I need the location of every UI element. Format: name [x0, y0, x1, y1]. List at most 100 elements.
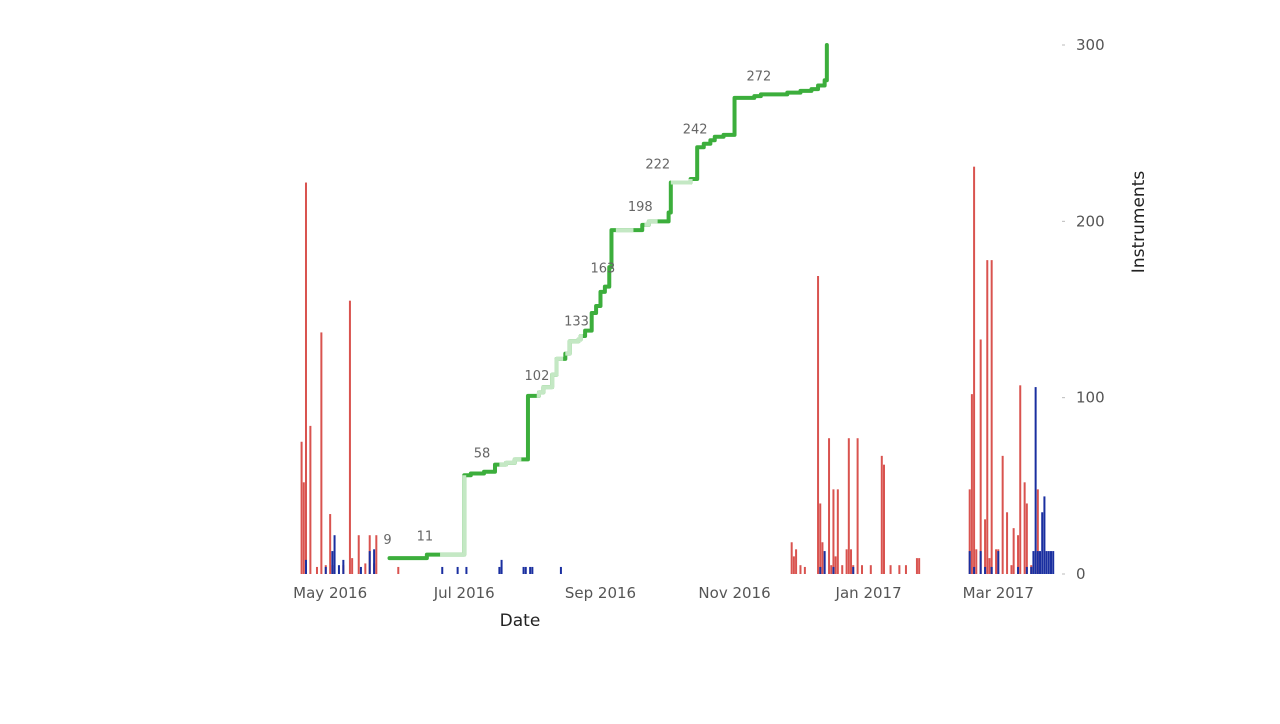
line-highlight-segment [440, 475, 467, 557]
red-bar [836, 489, 839, 574]
blue-bar [368, 551, 371, 574]
blue-bar [990, 566, 993, 574]
y-axis: 0 100 200 300 [1062, 36, 1105, 583]
red-bar [861, 565, 864, 574]
blue-bar [979, 551, 982, 574]
red-bar [329, 514, 332, 574]
blue-bar [465, 566, 468, 574]
red-bar [830, 565, 833, 574]
blue-bar [1025, 566, 1028, 574]
red-bar [847, 438, 850, 574]
red-bar [309, 425, 312, 574]
line-highlight-segment [499, 457, 522, 467]
x-tick-label: Nov 2016 [698, 584, 770, 602]
red-bar [995, 549, 998, 574]
red-bar [882, 464, 885, 574]
red-bar [348, 300, 351, 574]
blue-bar [524, 566, 527, 574]
blue-bar [1050, 551, 1053, 574]
red-bar [819, 503, 822, 574]
red-bar [898, 565, 901, 574]
blue-bar [1045, 551, 1048, 574]
blue-bar [441, 566, 444, 574]
red-bar [1010, 565, 1013, 574]
line-highlight-segment [670, 179, 693, 185]
x-tick-label: Mar 2017 [963, 584, 1034, 602]
red-bar [375, 535, 378, 574]
y-tick-label: 200 [1076, 212, 1105, 230]
red-bar [828, 438, 831, 574]
data-label: 242 [683, 122, 708, 137]
line-highlight-segment [644, 219, 658, 227]
red-bar [845, 549, 848, 574]
blue-bar [852, 566, 855, 574]
red-bar [904, 565, 907, 574]
red-bar [300, 441, 303, 574]
blue-bar [456, 566, 459, 574]
data-label: 272 [746, 69, 771, 84]
cumulative-step-line [387, 43, 829, 561]
red-bar [817, 276, 820, 574]
blue-bar [359, 566, 362, 574]
red-bar [315, 566, 318, 574]
x-tick-label: Jul 2016 [433, 584, 495, 602]
blue-bar [1047, 551, 1050, 574]
blue-bar [973, 566, 976, 574]
blue-bar [1052, 551, 1055, 574]
blue-bar [1017, 566, 1020, 574]
blue-bar [1030, 566, 1033, 574]
red-bar [1019, 385, 1022, 574]
x-axis-title: Date [500, 611, 541, 631]
red-bar [984, 519, 987, 574]
blue-bar [997, 551, 1000, 574]
red-bar [803, 566, 806, 574]
red-bar [821, 542, 824, 574]
data-label: 163 [590, 262, 615, 277]
data-label: 11 [417, 530, 434, 545]
blue-bar [832, 566, 835, 574]
data-labels: 9 11 58 102 133 163 198 222 242 272 [383, 69, 771, 548]
red-bar [970, 394, 973, 574]
x-tick-label: May 2016 [293, 584, 367, 602]
blue-bar [559, 566, 562, 574]
red-bar [397, 566, 400, 574]
red-bar [988, 558, 991, 574]
y-axis-title: Instruments [1129, 171, 1149, 274]
red-bar [357, 535, 360, 574]
red-bar [915, 558, 918, 574]
red-bar [1025, 503, 1028, 574]
red-bar [856, 438, 859, 574]
red-bar [834, 556, 837, 574]
red-bar [986, 260, 989, 574]
red-bar [1023, 482, 1026, 574]
red-bar [975, 549, 978, 574]
blue-bar [968, 551, 971, 574]
x-axis: May 2016 Jul 2016 Sep 2016 Nov 2016 Jan 2017… [293, 584, 1034, 602]
red-bar [973, 166, 976, 575]
data-label: 102 [525, 369, 550, 384]
red-bar [1001, 455, 1004, 574]
red-bar [880, 455, 883, 574]
blue-bar [819, 566, 822, 574]
blue-bar [529, 566, 532, 574]
red-bar [364, 563, 367, 574]
red-bar [790, 542, 793, 574]
y-tick-label: 300 [1076, 36, 1105, 54]
line-highlight-segment [536, 356, 564, 398]
red-bar [1006, 512, 1009, 574]
blue-bar [500, 559, 503, 574]
red-bar [869, 565, 872, 574]
cumulative-line-series [387, 43, 829, 561]
red-bar [979, 339, 982, 574]
y-tick-label: 0 [1076, 565, 1086, 583]
y-tick-label: 100 [1076, 389, 1105, 407]
red-bar-series [300, 166, 1039, 575]
blue-bar [333, 535, 336, 574]
x-tick-label: Jan 2017 [835, 584, 902, 602]
red-bar [1017, 535, 1020, 574]
red-bar [1012, 528, 1015, 574]
red-bar [968, 489, 971, 574]
data-label: 198 [628, 200, 653, 215]
